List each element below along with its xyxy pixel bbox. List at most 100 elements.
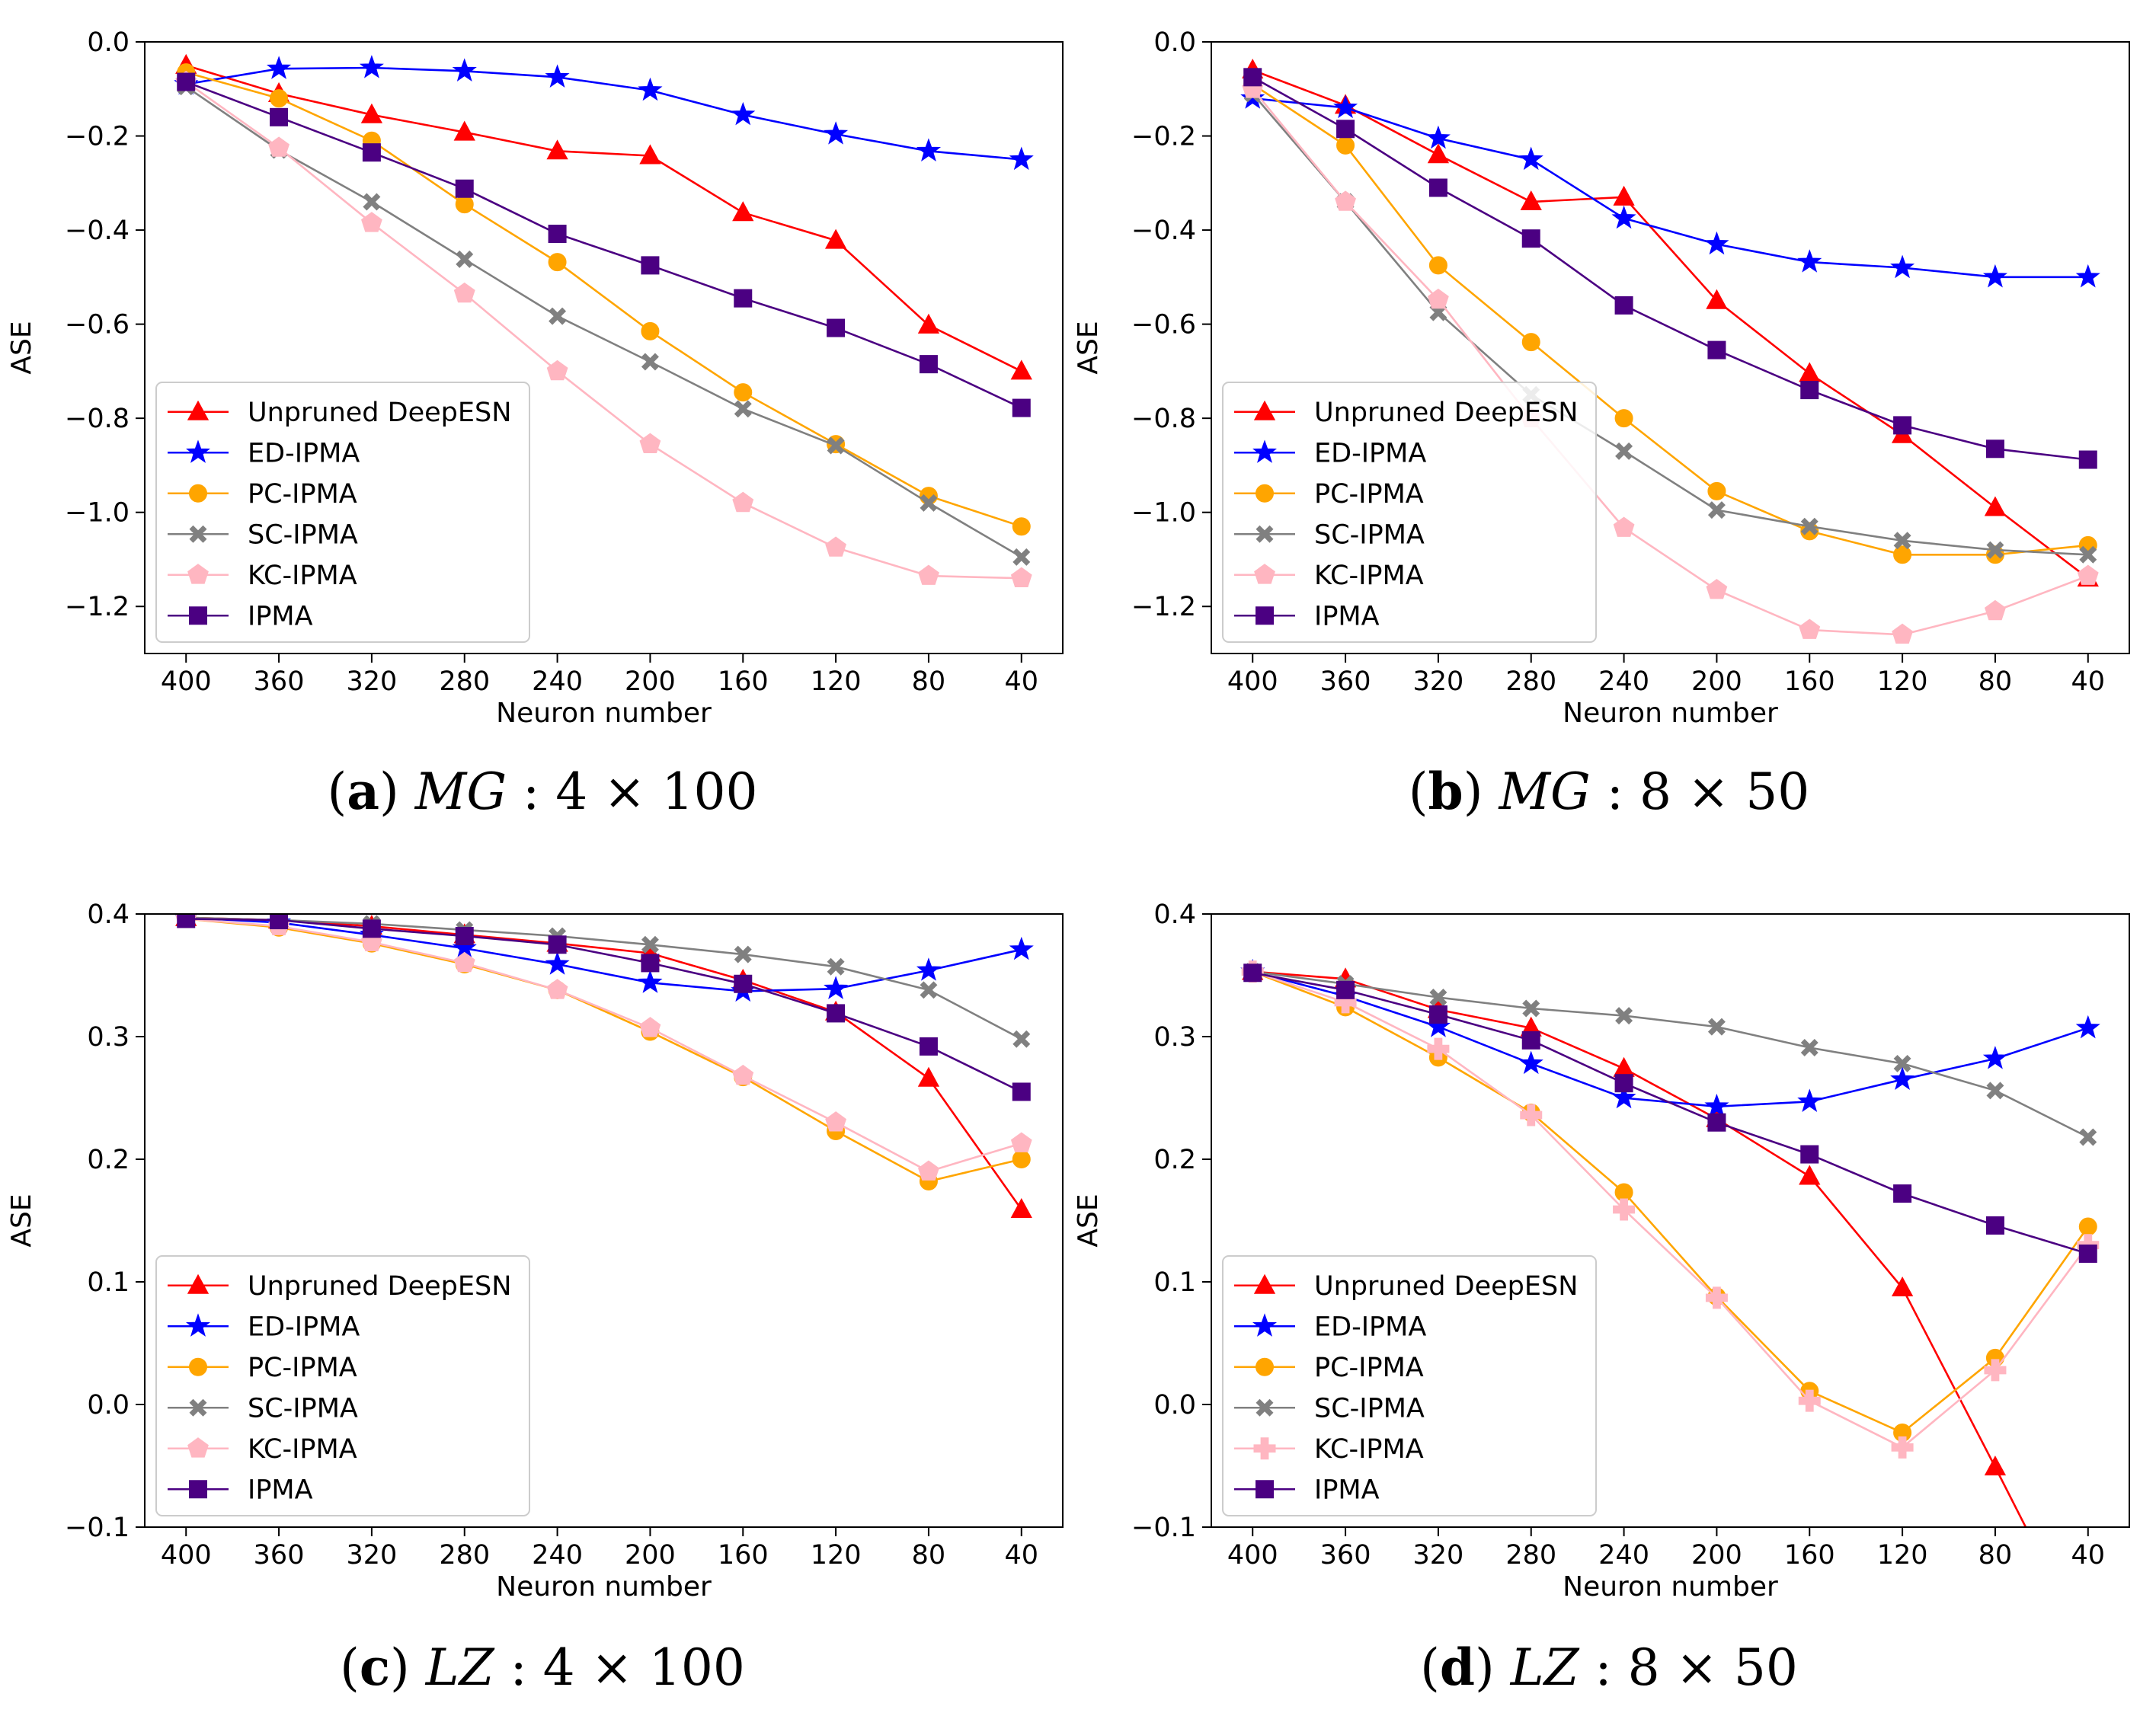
series-kc-ipma-point-160	[732, 1064, 754, 1085]
series-sc-ipma-line	[185, 85, 1022, 558]
x-tick-label-320: 320	[1412, 1540, 1463, 1571]
series-ed-ipma-point-80	[1982, 264, 2008, 288]
series-sc-ipma-point-200-stroke-b	[641, 935, 659, 954]
series-sc-ipma-point-280-stroke-b	[456, 250, 474, 268]
series-unpruned-deepesn-point-240	[546, 139, 568, 160]
series-kc-ipma-line	[1252, 970, 2089, 1449]
caption-config: : 4 × 100	[494, 1638, 744, 1697]
series-ed-ipma-point-360	[1332, 94, 1358, 119]
series-ipma-point-240	[1614, 1074, 1633, 1093]
legend-entry-unpruned-deepesn-marker	[1253, 400, 1276, 420]
series-ed-ipma-point-200	[638, 970, 663, 993]
series-kc-ipma-point-280	[1520, 1104, 1543, 1126]
series-kc-ipma-point-80	[918, 564, 939, 585]
series-ed-ipma-point-240	[545, 951, 570, 975]
series-kc-ipma-line	[186, 918, 1022, 1173]
series-sc-ipma-point-40-stroke-b	[2079, 1128, 2097, 1146]
caption-d: (d) LZ : 8 × 50	[1420, 1638, 1798, 1697]
series-sc-ipma-point-200	[1707, 1018, 1726, 1036]
series-ipma-line	[1252, 972, 2089, 1255]
series-kc-ipma-point-120	[825, 1111, 846, 1132]
caption-config: : 8 × 50	[1591, 762, 1809, 821]
y-tick-label-5: −1.0	[65, 498, 130, 529]
series-unpruned-deepesn-point-120	[1891, 1277, 1914, 1297]
series-ipma	[177, 72, 1031, 417]
legend-box	[1222, 382, 1597, 643]
caption-config: : 4 × 100	[507, 762, 757, 821]
series-pc-ipma-point-320	[1428, 256, 1447, 275]
series-kc-ipma-point-80	[1985, 599, 2006, 621]
series-ipma-point-240	[548, 935, 567, 954]
legend-entry-sc-ipma-marker-stroke-b	[189, 1398, 207, 1417]
legend-entry-sc-ipma-label: SC-IPMA	[248, 1393, 358, 1424]
series-sc-ipma-point-160	[1800, 1039, 1819, 1056]
series-ipma-point-200	[1707, 1113, 1726, 1132]
x-tick-label-280: 280	[439, 666, 490, 697]
legend-entry-sc-ipma: SC-IPMA	[1234, 1393, 1425, 1424]
legend-entry-kc-ipma-marker	[187, 564, 209, 584]
legend-entry-pc-ipma-marker	[189, 484, 207, 503]
series-ed-ipma-point-80	[916, 957, 942, 981]
series-ed-ipma-point-240	[1611, 205, 1636, 229]
legend-entry-sc-ipma-marker	[189, 1398, 207, 1417]
series-sc-ipma-point-280	[456, 250, 474, 268]
series-kc-ipma-point-40	[2077, 564, 2099, 585]
legend-entry-ed-ipma: ED-IPMA	[1234, 438, 1426, 468]
x-tick-label-40: 40	[1005, 1540, 1039, 1571]
series-kc-ipma-point-80	[1984, 1359, 2007, 1382]
legend-entry-pc-ipma: PC-IPMA	[168, 479, 357, 510]
series-kc-ipma-point-240	[546, 360, 568, 381]
plot-area	[1240, 958, 2100, 1527]
caption-b: (b) MG : 8 × 50	[1409, 762, 1809, 821]
series-unpruned-deepesn-point-160	[732, 201, 754, 222]
caption-close-paren: )	[379, 762, 415, 821]
x-tick-label-320: 320	[346, 666, 397, 697]
series-ipma-point-200	[1707, 340, 1726, 360]
series-pc-ipma-line	[1252, 970, 2089, 1434]
series-sc-ipma-point-160	[734, 400, 752, 418]
series-sc-ipma-point-40-stroke-b	[2079, 545, 2097, 564]
plot-area	[174, 53, 1034, 587]
series-sc-ipma-point-120	[1893, 1054, 1911, 1072]
caption-c: (c) LZ : 4 × 100	[340, 1638, 745, 1697]
legend-entry-ed-ipma-label: ED-IPMA	[248, 1312, 360, 1342]
legend-entry-ed-ipma: ED-IPMA	[1234, 1312, 1426, 1342]
series-sc-ipma-point-160-stroke-b	[1800, 1039, 1819, 1056]
series-sc-ipma-point-280	[1522, 999, 1540, 1018]
series-ed-ipma-line	[185, 66, 1022, 161]
caption-open-paren: (	[1409, 762, 1428, 821]
legend-entry-unpruned-deepesn: Unpruned DeepESN	[1234, 1271, 1578, 1302]
legend-entry-ipma-label: IPMA	[1314, 1475, 1380, 1505]
caption-letter: a	[347, 762, 379, 821]
series-sc-ipma-point-80	[1986, 1082, 2004, 1100]
y-tick-label-3: 0.1	[1153, 1267, 1196, 1298]
y-axis-label: ASE	[1073, 321, 1104, 374]
series-ed-ipma-point-240	[545, 64, 570, 88]
legend-entry-ipma-label: IPMA	[248, 1475, 313, 1505]
series-ipma-point-280	[455, 926, 474, 945]
series-kc-ipma-point-200	[1706, 578, 1728, 599]
series-pc-ipma-point-200	[1707, 481, 1726, 500]
legend-entry-ipma-marker	[1256, 606, 1274, 625]
series-kc-ipma-point-320	[1427, 1037, 1450, 1060]
series-sc-ipma-point-120	[827, 436, 845, 455]
series-unpruned-deepesn-point-200	[639, 144, 661, 165]
series-ipma-point-400	[177, 72, 196, 91]
y-tick-label-6: −1.2	[65, 592, 130, 622]
series-kc-ipma-point-280	[453, 951, 475, 973]
legend-entry-sc-ipma-marker-stroke-b	[189, 525, 207, 543]
series-ipma-point-400	[1243, 68, 1262, 87]
series-ed-ipma-point-240	[1611, 1085, 1636, 1109]
legend-entry-kc-ipma: KC-IPMA	[1234, 561, 1424, 591]
legend-entry-ipma-marker	[189, 1480, 207, 1499]
axes-frame	[144, 913, 1064, 1528]
legend-entry-ed-ipma: ED-IPMA	[168, 1312, 360, 1342]
series-sc-ipma-point-320	[363, 193, 381, 211]
legend: Unpruned DeepESN ED-IPMA PC-IPMA SC-IPMA KC-…	[1222, 1255, 1597, 1516]
series-ipma-point-320	[362, 143, 381, 162]
series-ipma	[177, 914, 1031, 1101]
caption-letter: d	[1440, 1638, 1475, 1697]
y-tick-label-2: −0.4	[65, 216, 130, 246]
series-sc-ipma-point-200	[1707, 501, 1726, 519]
caption-dataset: LZ	[1510, 1638, 1580, 1697]
